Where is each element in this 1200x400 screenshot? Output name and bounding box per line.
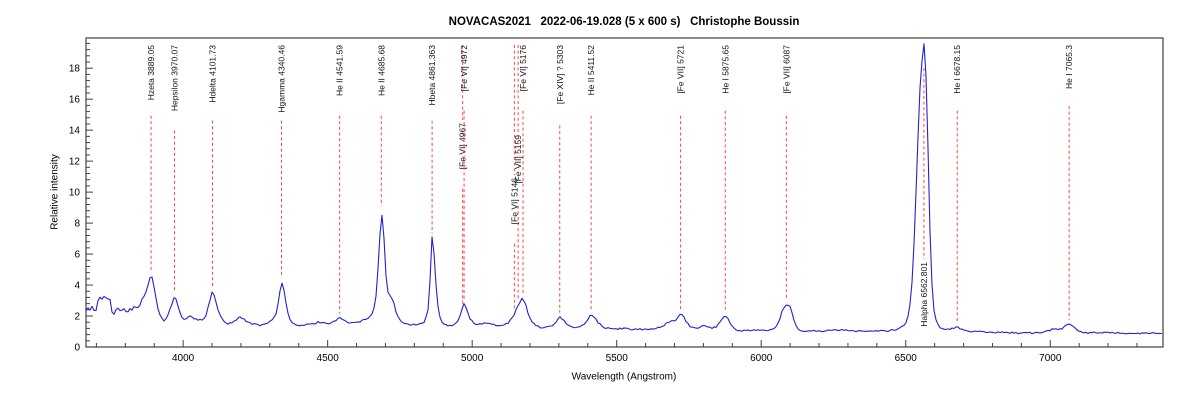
line-marker-label: [Fe VII] 5159 bbox=[513, 135, 523, 184]
x-tick-label: 5000 bbox=[461, 353, 484, 364]
line-marker-label: He II 5411.52 bbox=[586, 45, 596, 96]
x-axis-label: Wavelength (Angstrom) bbox=[571, 371, 677, 383]
line-marker-label: [Fe VI] 5176 bbox=[518, 45, 528, 92]
line-marker-label: He I 7065.3 bbox=[1064, 45, 1074, 89]
line-marker-label: Halpha 6562.801 bbox=[919, 262, 929, 327]
y-tick-label: 14 bbox=[69, 126, 81, 137]
y-tick-label: 6 bbox=[74, 250, 80, 261]
x-tick-label: 6500 bbox=[895, 353, 918, 364]
line-marker-label: Hepsilon 3970.07 bbox=[169, 45, 179, 111]
x-tick-label: 4500 bbox=[317, 353, 340, 364]
line-marker-label: Hbeta 4861.363 bbox=[427, 45, 437, 106]
chart-title: NOVACAS2021 2022-06-19.028 (5 x 600 s) C… bbox=[448, 16, 800, 28]
y-tick-label: 18 bbox=[69, 64, 81, 75]
y-tick-label: 4 bbox=[74, 281, 80, 292]
line-marker-label: [Fe XIV] ? 5303 bbox=[555, 45, 565, 104]
x-tick-label: 4000 bbox=[172, 353, 195, 364]
y-tick-label: 0 bbox=[74, 343, 80, 354]
line-marker-label: [Fe VI] 4967 bbox=[458, 123, 468, 170]
line-marker-label: Hdelta 4101.73 bbox=[208, 45, 218, 103]
spectrum-curve bbox=[85, 43, 1163, 335]
line-marker-label: He II 4685.68 bbox=[376, 45, 386, 96]
line-marker-label: He II 4541.59 bbox=[335, 45, 345, 96]
y-tick-label: 16 bbox=[69, 95, 81, 106]
line-marker-label: [Fe VII] 5721 bbox=[676, 45, 686, 94]
line-marker-label: He I 5875.65 bbox=[720, 45, 730, 94]
y-tick-label: 10 bbox=[69, 188, 81, 199]
line-marker-label: [Fe VI] 5146 bbox=[509, 178, 519, 225]
y-tick-label: 12 bbox=[69, 157, 81, 168]
y-tick-label: 8 bbox=[74, 219, 80, 230]
x-tick-label: 7000 bbox=[1039, 353, 1062, 364]
y-tick-label: 2 bbox=[74, 312, 80, 323]
x-tick-label: 5500 bbox=[606, 353, 629, 364]
line-marker-label: [Fe VII] 6087 bbox=[781, 45, 791, 94]
line-marker-label: He I 6678.15 bbox=[952, 45, 962, 94]
x-tick-label: 6000 bbox=[750, 353, 773, 364]
plot-frame bbox=[85, 37, 1164, 348]
line-marker-label: Hgamma 4340.46 bbox=[277, 45, 287, 113]
line-marker-label: Hzeta 3889.05 bbox=[146, 45, 156, 101]
line-marker-label: [Fe VI] 4972 bbox=[459, 45, 469, 92]
